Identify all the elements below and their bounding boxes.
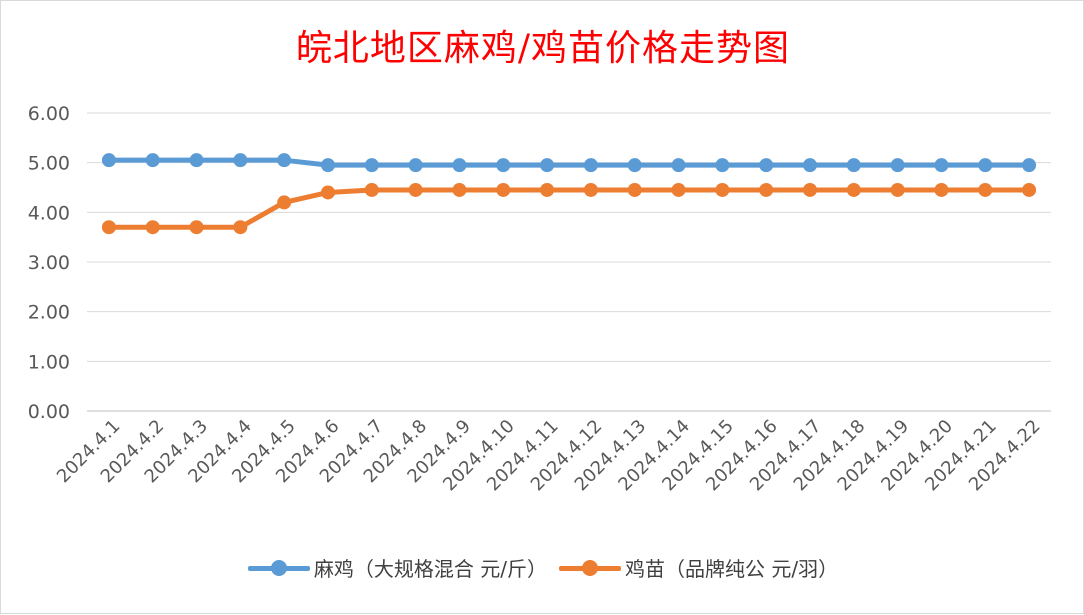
data-point	[890, 158, 905, 173]
data-point	[321, 158, 335, 173]
legend-label-series-1: 麻鸡（大规格混合 元/斤）	[313, 557, 547, 581]
data-point	[540, 182, 555, 197]
series-line-1	[106, 157, 1032, 168]
data-point	[408, 158, 423, 173]
legend-swatch-series-2	[559, 559, 621, 576]
series-line-2	[106, 187, 1032, 230]
data-point	[496, 182, 511, 197]
data-point	[803, 182, 817, 197]
data-point	[671, 182, 686, 197]
data-point	[627, 182, 642, 197]
y-tick-label: 4.00	[28, 202, 70, 224]
data-point	[145, 220, 160, 235]
data-point	[321, 185, 335, 200]
data-point	[759, 182, 774, 197]
data-point	[233, 153, 248, 168]
legend-marker-series-2	[582, 559, 598, 576]
data-point	[846, 158, 861, 173]
data-point	[189, 220, 204, 235]
legend: 麻鸡（大规格混合 元/斤） 鸡苗（品牌纯公 元/羽）	[1, 553, 1084, 582]
data-point	[540, 158, 555, 173]
legend-marker-series-1	[270, 559, 287, 576]
data-point	[978, 158, 993, 173]
data-point	[1022, 182, 1037, 197]
y-tick-label: 2.00	[28, 302, 70, 324]
data-point	[846, 182, 861, 197]
data-point	[277, 195, 292, 210]
data-point	[233, 220, 248, 235]
data-point	[671, 158, 686, 173]
data-point	[189, 153, 204, 168]
y-tick-label: 5.00	[28, 153, 70, 175]
data-point	[496, 158, 511, 173]
data-point	[978, 182, 993, 197]
data-point	[408, 182, 423, 197]
data-point	[1022, 158, 1037, 173]
y-tick-label: 1.00	[28, 351, 70, 373]
data-point	[452, 158, 467, 173]
data-point	[890, 182, 905, 197]
y-tick-label: 0.00	[28, 401, 70, 423]
data-point	[452, 182, 467, 197]
legend-item-series-2: 鸡苗（品牌纯公 元/羽）	[559, 553, 838, 582]
data-point	[101, 153, 116, 168]
data-point	[145, 153, 160, 168]
y-tick-label: 3.00	[28, 252, 70, 274]
data-point	[627, 158, 642, 173]
data-point	[277, 153, 292, 168]
data-point	[583, 182, 598, 197]
data-point	[715, 158, 730, 173]
data-point	[364, 158, 379, 173]
data-point	[759, 158, 774, 173]
chart-title: 皖北地区麻鸡/鸡苗价格走势图	[295, 28, 791, 69]
data-point	[583, 158, 598, 173]
y-tick-label: 6.00	[28, 103, 70, 125]
legend-swatch-series-1	[247, 559, 310, 576]
data-point	[101, 220, 116, 235]
data-point	[715, 182, 730, 197]
data-point	[803, 158, 817, 173]
legend-item-series-1: 麻鸡（大规格混合 元/斤）	[247, 553, 547, 582]
data-point	[934, 182, 949, 197]
data-point	[934, 158, 949, 173]
legend-label-series-2: 鸡苗（品牌纯公 元/羽）	[625, 557, 839, 581]
data-point	[364, 182, 379, 197]
